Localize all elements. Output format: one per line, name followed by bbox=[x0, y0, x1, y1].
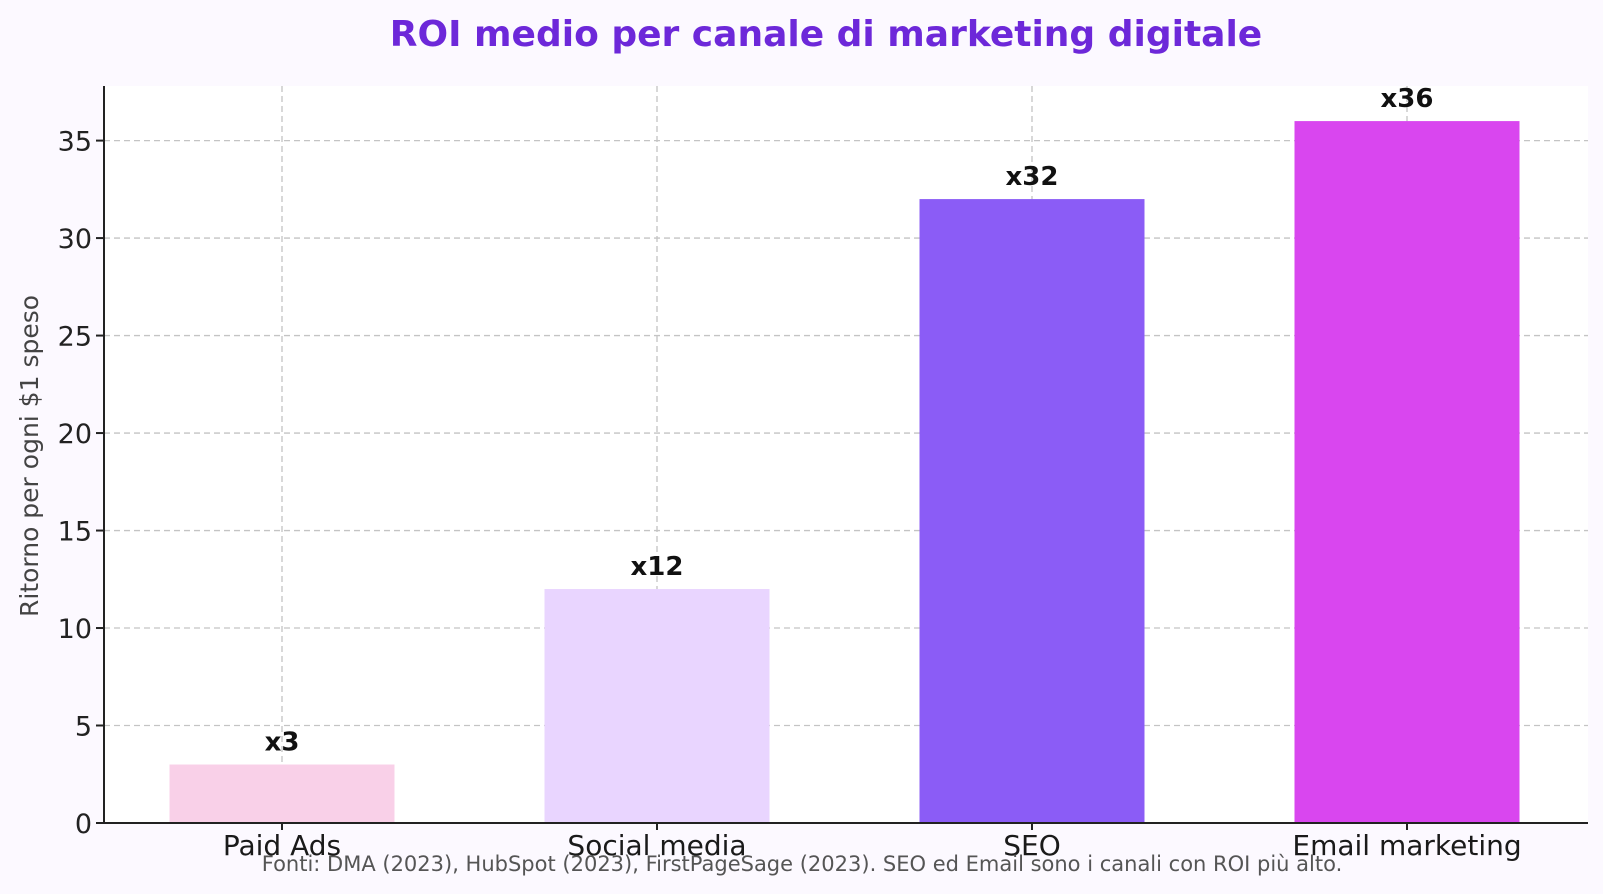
y-tick-label: 30 bbox=[58, 224, 92, 255]
y-tick-label: 25 bbox=[58, 322, 92, 353]
data-labels: x3 x12 x32 x36 bbox=[265, 84, 1434, 757]
bar bbox=[919, 199, 1145, 823]
bar-data-label: x36 bbox=[1381, 84, 1434, 114]
bars bbox=[169, 121, 1520, 824]
x-tick-label: Social media bbox=[567, 829, 746, 862]
y-tick-label: 20 bbox=[58, 419, 92, 450]
y-axis-label: Ritorno per ogni $1 speso bbox=[15, 295, 44, 617]
bar bbox=[169, 764, 395, 823]
bar-data-label: x3 bbox=[265, 728, 300, 758]
bar-data-label: x12 bbox=[631, 552, 684, 582]
y-tick-label: 0 bbox=[75, 809, 92, 840]
y-tick-label: 15 bbox=[58, 517, 92, 548]
x-tick-label: SEO bbox=[1003, 829, 1061, 862]
x-tick-label: Paid Ads bbox=[223, 829, 341, 862]
axes bbox=[96, 86, 1588, 830]
y-tick-label: 10 bbox=[58, 614, 92, 645]
bar-data-label: x32 bbox=[1006, 162, 1059, 192]
bar bbox=[1294, 121, 1520, 824]
chart-title: ROI medio per canale di marketing digita… bbox=[390, 14, 1262, 55]
y-tick-label: 5 bbox=[75, 712, 92, 743]
x-tick-labels: Paid Ads Social media SEO Email marketing bbox=[223, 829, 1522, 862]
bar bbox=[544, 589, 770, 823]
footnote: Fonti: DMA (2023), HubSpot (2023), First… bbox=[262, 852, 1343, 876]
y-tick-label: 35 bbox=[58, 127, 92, 158]
x-tick-label: Email marketing bbox=[1292, 829, 1521, 862]
y-tick-labels: 0 5 10 15 20 25 30 35 bbox=[58, 127, 92, 840]
